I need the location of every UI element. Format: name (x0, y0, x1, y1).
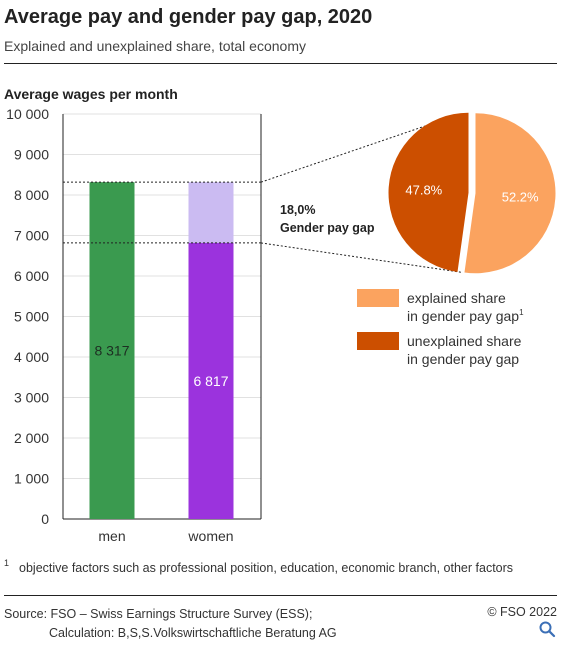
y-tick-label: 10 000 (6, 106, 49, 122)
y-tick-label: 3 000 (14, 390, 49, 406)
search-icon[interactable] (538, 620, 556, 638)
top-divider (4, 63, 557, 64)
legend-explained-line1: explained share (407, 290, 506, 306)
x-category-label: women (187, 528, 233, 544)
gap-value: 18,0% (280, 203, 315, 217)
y-tick-label: 0 (41, 511, 49, 527)
source-line2: Calculation: B,S,S.Volkswirtschaftliche … (49, 626, 337, 640)
y-tick-label: 9 000 (14, 147, 49, 163)
legend-label-unexplained: unexplained share in gender pay gap (407, 332, 521, 368)
pie-chart: 52.2% 47.8% (388, 112, 556, 274)
bar-men (89, 182, 135, 519)
x-category-label: men (98, 528, 125, 544)
bars: 8 317 men 6 817 women (89, 182, 234, 544)
pie-connector-bottom (260, 242, 461, 273)
copyright: © FSO 2022 (487, 605, 557, 619)
chart-svg: Average wages per month 0 1 000 2 000 3 000… (4, 86, 556, 544)
footnote: 1 objective factors such as professional … (4, 558, 514, 575)
source-note: Source: FSO – Swiss Earnings Structure S… (4, 605, 337, 643)
chart-title: Average pay and gender pay gap, 2020 (4, 6, 373, 28)
bottom-divider (4, 595, 557, 596)
gap-label: Gender pay gap (280, 221, 375, 235)
y-tick-label: 4 000 (14, 349, 49, 365)
y-tick-label: 1 000 (14, 471, 49, 487)
legend-unexplained-line2: in gender pay gap (407, 351, 520, 367)
source-line1: Source: FSO – Swiss Earnings Structure S… (4, 607, 313, 621)
bar-value-label: 6 817 (193, 373, 228, 389)
pie-slice-label: 47.8% (405, 183, 442, 198)
legend-explained-line2: in gender pay gap (407, 308, 520, 324)
chart-subtitle: Explained and unexplained share, total e… (4, 38, 306, 54)
bar-gap-segment (188, 182, 234, 243)
bar-women (188, 242, 234, 519)
pie-slice-explained (464, 113, 556, 274)
legend-unexplained-line1: unexplained share (407, 333, 522, 349)
legend-footnote-marker: 1 (519, 308, 524, 317)
y-tick-label: 6 000 (14, 268, 49, 284)
y-axis-title: Average wages per month (4, 86, 178, 102)
y-tick-label: 7 000 (14, 228, 49, 244)
legend-swatch-unexplained (357, 332, 399, 350)
pie-slice-label: 52.2% (502, 189, 539, 204)
legend-label-explained: explained share in gender pay gap1 (407, 289, 524, 325)
footnote-marker: 1 (4, 558, 10, 568)
y-ticks: 0 1 000 2 000 3 000 4 000 5 000 6 000 7 000 8 00… (6, 106, 49, 527)
y-tick-label: 8 000 (14, 187, 49, 203)
footnote-text: objective factors such as professional p… (19, 561, 514, 575)
y-tick-label: 5 000 (14, 309, 49, 325)
bar-value-label: 8 317 (94, 343, 129, 359)
pie-slice-unexplained (388, 112, 469, 272)
y-tick-label: 2 000 (14, 430, 49, 446)
legend-swatch-explained (357, 289, 399, 307)
